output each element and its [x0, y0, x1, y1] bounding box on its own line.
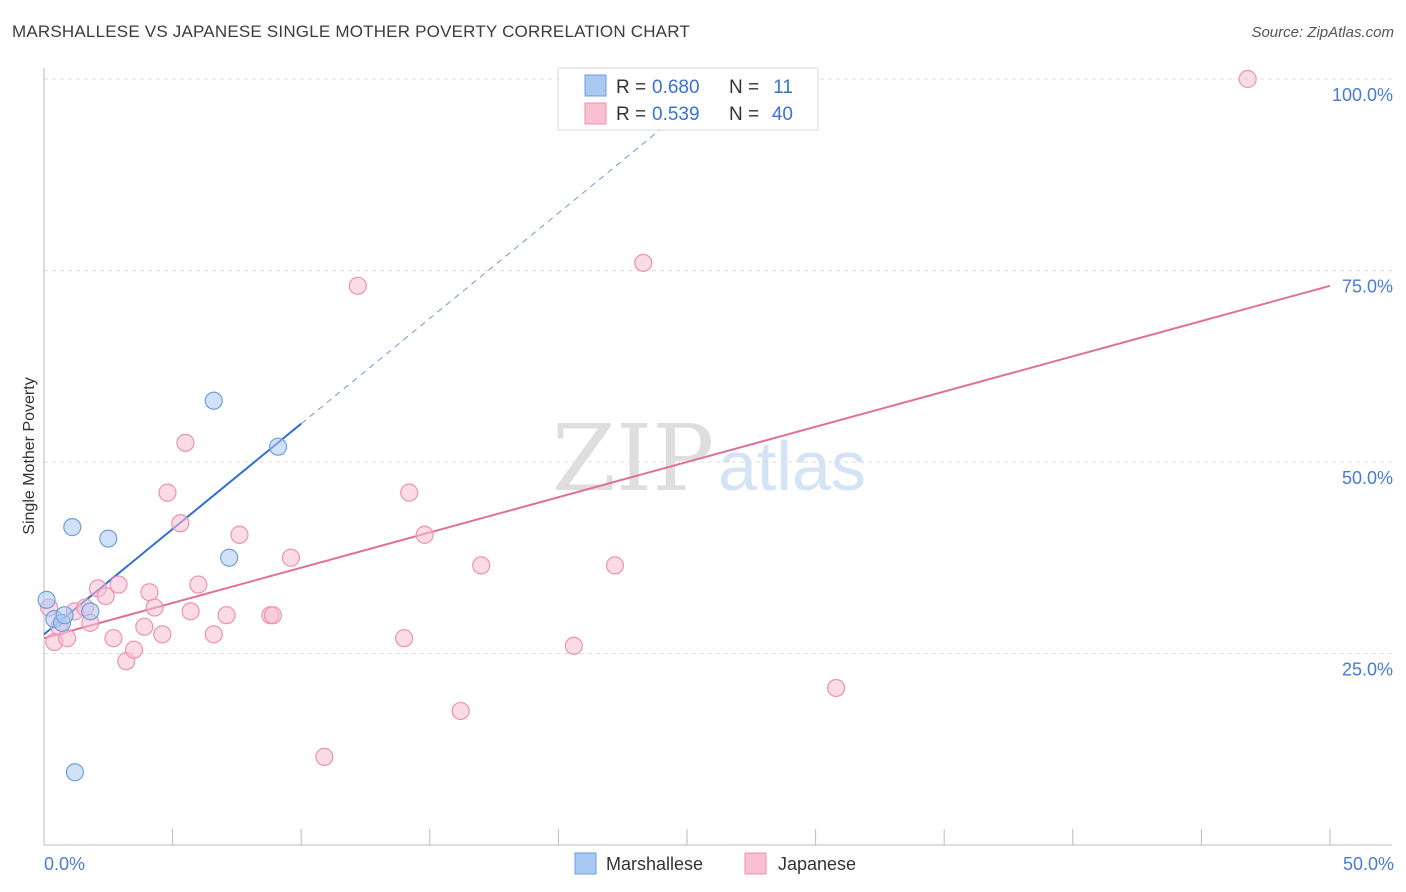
- point-japanese-9: [104, 629, 123, 648]
- point-japanese-34: [472, 556, 491, 575]
- legend-n-value-japanese: 40: [772, 104, 793, 125]
- point-marshallese-0: [37, 590, 56, 609]
- point-marshallese-8: [204, 391, 223, 410]
- point-marshallese-7: [99, 529, 118, 548]
- point-japanese-15: [145, 598, 164, 617]
- x-tick-label-min: 0.0%: [44, 854, 85, 874]
- point-marshallese-3: [55, 606, 74, 625]
- x-tick-label-max: 50.0%: [1343, 854, 1394, 874]
- point-japanese-36: [605, 556, 625, 575]
- chart-title: MARSHALLESE VS JAPANESE SINGLE MOTHER PO…: [12, 22, 690, 41]
- point-marshallese-9: [220, 548, 239, 567]
- legend-n-value-marshallese: 11: [773, 77, 793, 98]
- point-marshallese-6: [81, 602, 100, 621]
- point-japanese-39: [1238, 69, 1257, 89]
- trend-line-japanese: [43, 284, 1331, 640]
- legend-r-value-japanese: 0.539: [652, 104, 700, 125]
- point-japanese-12: [124, 640, 144, 659]
- point-japanese-26: [263, 606, 283, 625]
- y-tick-label-75: 75.0%: [1342, 277, 1393, 297]
- series-legend-swatch-japanese: [744, 852, 767, 875]
- legend-n-label-marshallese: N =: [729, 77, 759, 98]
- point-japanese-17: [158, 483, 177, 502]
- y-tick-label-100: 100.0%: [1332, 85, 1393, 105]
- point-japanese-13: [135, 617, 154, 636]
- point-japanese-37: [634, 253, 653, 272]
- legend-r-label-japanese: R =: [616, 104, 646, 125]
- point-japanese-14: [140, 583, 159, 602]
- point-japanese-22: [204, 625, 223, 644]
- watermark-atlas: atlas: [718, 427, 866, 505]
- point-marshallese-5: [65, 763, 84, 782]
- series-legend-swatch-marshallese: [574, 852, 597, 875]
- chart-source: Source: ZipAtlas.com: [1251, 24, 1394, 41]
- point-japanese-38: [827, 678, 846, 698]
- series-legend-label-japanese: Japanese: [778, 854, 856, 874]
- point-japanese-3: [58, 629, 77, 648]
- series-legend: Marshallese Japanese: [574, 852, 856, 875]
- trend-line-extension-marshallese: [300, 117, 675, 425]
- point-japanese-21: [189, 575, 208, 594]
- point-japanese-8: [96, 586, 115, 606]
- point-japanese-29: [348, 276, 367, 295]
- point-japanese-23: [217, 606, 236, 625]
- point-japanese-19: [176, 433, 195, 452]
- correlation-legend: R = 0.680 N = 11 R = 0.539 N = 40: [557, 67, 819, 131]
- point-japanese-31: [400, 483, 419, 502]
- point-japanese-30: [394, 629, 414, 648]
- point-japanese-18: [171, 514, 190, 533]
- point-japanese-27: [281, 548, 301, 567]
- y-tick-label-50: 50.0%: [1342, 468, 1393, 488]
- y-tick-label-25: 25.0%: [1342, 660, 1393, 680]
- legend-r-value-marshallese: 0.680: [652, 77, 700, 98]
- y-tick-labels: 25.0% 50.0% 75.0% 100.0%: [1332, 85, 1393, 680]
- watermark-zip: ZIP: [552, 405, 714, 512]
- legend-r-label-marshallese: R =: [616, 77, 646, 98]
- point-marshallese-10: [268, 437, 288, 456]
- point-japanese-16: [153, 625, 172, 644]
- point-japanese-28: [315, 747, 334, 767]
- point-marshallese-4: [63, 518, 82, 537]
- point-japanese-33: [451, 701, 470, 721]
- legend-swatch-japanese: [584, 102, 607, 125]
- y-axis-label: Single Mother Poverty: [21, 377, 38, 534]
- gridlines: [44, 78, 1392, 654]
- legend-n-label-japanese: N =: [729, 104, 759, 125]
- point-japanese-32: [415, 525, 434, 544]
- legend-swatch-marshallese: [584, 74, 607, 97]
- point-japanese-35: [564, 636, 583, 655]
- x-axis-ticks: [43, 829, 1331, 845]
- series-legend-label-marshallese: Marshallese: [606, 854, 703, 874]
- data-points: [37, 69, 1257, 782]
- point-japanese-20: [181, 602, 200, 621]
- point-japanese-24: [230, 525, 249, 544]
- point-japanese-10: [109, 575, 128, 594]
